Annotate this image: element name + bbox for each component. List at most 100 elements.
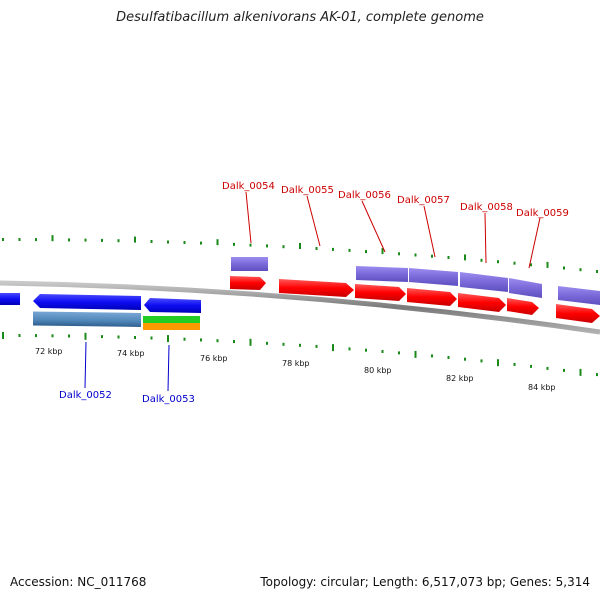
upper-tick bbox=[480, 258, 483, 262]
upper-tick bbox=[513, 261, 516, 265]
rrna-green-bar[interactable] bbox=[143, 316, 200, 323]
forward-cds-dalk-0057[interactable] bbox=[409, 268, 458, 286]
upper-tick bbox=[348, 248, 351, 252]
gene-label-dalk-0057[interactable]: Dalk_0057 bbox=[397, 195, 450, 206]
upper-tick bbox=[447, 256, 450, 259]
genome-summary-text: Topology: circular; Length: 6,517,073 bp… bbox=[260, 575, 590, 589]
lower-tick bbox=[480, 359, 483, 363]
reverse-gene-left-edge[interactable] bbox=[0, 293, 20, 305]
lower-tick bbox=[299, 343, 301, 347]
lower-tick bbox=[431, 354, 433, 358]
rrna-orange-bar[interactable] bbox=[143, 323, 200, 330]
lower-tick bbox=[233, 340, 235, 343]
lower-tick bbox=[464, 357, 466, 361]
scale-labels: 72 kbp 74 kbp 76 kbp 78 kbp 80 kbp 82 kb… bbox=[35, 347, 556, 392]
upper-tick bbox=[233, 242, 235, 246]
upper-tick bbox=[68, 238, 70, 242]
lower-tick bbox=[266, 341, 268, 345]
lower-tick bbox=[134, 336, 136, 339]
bottom-gene-labels: Dalk_0052 Dalk_0053 bbox=[59, 390, 195, 405]
top-gene-labels: Dalk_0054 Dalk_0055 Dalk_0056 Dalk_0057 … bbox=[222, 181, 569, 219]
lower-tick-row bbox=[2, 332, 598, 377]
lower-tick bbox=[51, 334, 54, 338]
upper-tick bbox=[365, 250, 367, 253]
upper-tick bbox=[431, 254, 433, 258]
lower-tick bbox=[315, 344, 318, 348]
forward-gene-dalk-0059[interactable] bbox=[507, 298, 539, 315]
lower-tick bbox=[414, 350, 417, 358]
forward-gene-dalk-0057[interactable] bbox=[407, 288, 457, 306]
upper-tick bbox=[414, 253, 417, 257]
upper-tick bbox=[266, 244, 268, 248]
lower-tick bbox=[563, 368, 565, 372]
upper-tick bbox=[183, 241, 186, 244]
upper-tick bbox=[134, 236, 136, 243]
lower-tick bbox=[513, 363, 516, 366]
forward-gene-dalk-0055[interactable] bbox=[279, 279, 354, 297]
lower-tick bbox=[200, 338, 202, 342]
reverse-gene-dalk-0052[interactable] bbox=[33, 294, 141, 310]
forward-gene-dalk-0058[interactable] bbox=[458, 293, 506, 312]
upper-tick-row bbox=[2, 235, 598, 273]
bottom-label-leaders bbox=[84, 341, 170, 392]
forward-gene-dalk-0054[interactable] bbox=[230, 276, 266, 290]
forward-cds-dalk-0058[interactable] bbox=[460, 272, 508, 292]
forward-gene-dalk-0056[interactable] bbox=[355, 284, 406, 301]
scale-label-80kbp: 80 kbp bbox=[364, 366, 392, 375]
upper-tick bbox=[150, 240, 153, 243]
lower-tick bbox=[381, 350, 384, 353]
lower-tick bbox=[35, 334, 37, 338]
forward-cds-dalk-0054[interactable] bbox=[231, 257, 268, 271]
forward-cds-right-edge[interactable] bbox=[558, 286, 600, 305]
upper-tick bbox=[216, 239, 219, 246]
upper-tick bbox=[530, 263, 532, 267]
lower-tick bbox=[546, 366, 549, 370]
upper-tick bbox=[18, 238, 21, 241]
upper-tick bbox=[497, 260, 499, 264]
lower-tick bbox=[447, 356, 450, 359]
lower-tick bbox=[249, 338, 252, 346]
lower-tick bbox=[282, 342, 285, 346]
upper-tick bbox=[249, 243, 252, 247]
upper-tick bbox=[563, 266, 565, 270]
reverse-gene-dalk-0053[interactable] bbox=[144, 298, 201, 313]
reverse-cds-dalk-0052[interactable] bbox=[33, 311, 141, 327]
forward-cds-dalk-0056[interactable] bbox=[356, 266, 408, 282]
upper-tick bbox=[299, 243, 301, 249]
gene-label-dalk-0052[interactable]: Dalk_0052 bbox=[59, 390, 112, 401]
lower-tick bbox=[596, 373, 598, 377]
upper-tick bbox=[398, 252, 400, 256]
scale-label-76kbp: 76 kbp bbox=[200, 354, 228, 363]
gene-label-dalk-0054[interactable]: Dalk_0054 bbox=[222, 181, 275, 192]
upper-tick bbox=[200, 241, 202, 245]
scale-label-84kbp: 84 kbp bbox=[528, 383, 556, 392]
forward-cds-dalk-0059[interactable] bbox=[509, 278, 542, 298]
upper-tick bbox=[381, 248, 384, 255]
lower-tick bbox=[348, 347, 351, 351]
scale-label-82kbp: 82 kbp bbox=[446, 374, 474, 383]
scale-label-74kbp: 74 kbp bbox=[117, 349, 145, 358]
lower-tick bbox=[117, 335, 120, 339]
upper-tick bbox=[332, 247, 334, 251]
gene-label-dalk-0055[interactable]: Dalk_0055 bbox=[281, 185, 334, 196]
lower-tick bbox=[68, 334, 70, 338]
upper-tick bbox=[51, 235, 54, 242]
upper-tick bbox=[579, 268, 582, 272]
upper-tick bbox=[315, 247, 318, 250]
genome-backbone bbox=[0, 280, 600, 335]
upper-tick bbox=[167, 240, 169, 244]
lower-tick bbox=[150, 336, 153, 340]
lower-tick bbox=[216, 339, 219, 343]
upper-tick bbox=[2, 238, 4, 241]
gene-label-dalk-0058[interactable]: Dalk_0058 bbox=[460, 202, 513, 213]
map-title: Desulfatibacillum alkenivorans AK-01, co… bbox=[116, 10, 484, 25]
accession-text: Accession: NC_011768 bbox=[10, 575, 147, 589]
gene-label-dalk-0059[interactable]: Dalk_0059 bbox=[516, 208, 569, 219]
lower-tick bbox=[579, 368, 582, 376]
gene-label-dalk-0056[interactable]: Dalk_0056 bbox=[338, 190, 391, 201]
gene-label-dalk-0053[interactable]: Dalk_0053 bbox=[142, 394, 195, 405]
forward-gene-right-edge[interactable] bbox=[556, 304, 600, 323]
lower-tick bbox=[530, 364, 532, 368]
